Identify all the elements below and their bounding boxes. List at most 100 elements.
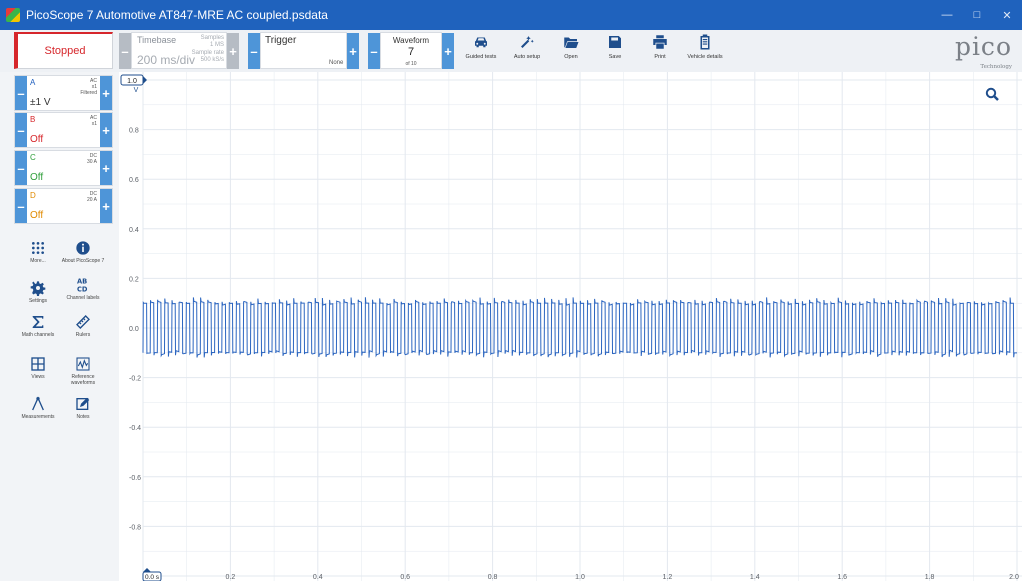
grid xyxy=(142,72,1022,581)
x-tick-label: 2.0 xyxy=(1009,574,1019,581)
car-icon xyxy=(475,37,487,48)
waveform-index: 7 xyxy=(407,46,415,58)
settings-button[interactable]: Settings xyxy=(14,280,62,304)
channel-d-increase-button[interactable]: + xyxy=(100,189,112,223)
measurements-icon xyxy=(32,396,44,411)
scope-view[interactable]: 0.8 0.6 0.4 0.2 0.0 -0.2 -0.4 -0.6 -0.8 0.2 0.4 0.… xyxy=(119,72,1022,581)
x-tick-label: 1.0 xyxy=(575,574,585,581)
info-icon xyxy=(76,241,90,255)
app-logo-icon xyxy=(6,8,20,22)
svg-text:CD: CD xyxy=(77,286,88,293)
gear-icon xyxy=(30,281,46,296)
channel-c-range: Off xyxy=(30,172,44,183)
grid-dots-icon xyxy=(32,242,44,254)
channel-c-decrease-button[interactable]: – xyxy=(15,151,27,185)
channel-d-coupling: DC 20 A xyxy=(86,191,97,203)
open-button[interactable]: Open xyxy=(549,33,593,67)
channel-b-increase-button[interactable]: + xyxy=(100,113,112,147)
logo-subtext: Technology xyxy=(980,64,1012,70)
reference-waveform-icon xyxy=(76,357,90,371)
sigma-icon xyxy=(32,316,44,328)
zoom-icon[interactable] xyxy=(985,87,999,101)
close-button[interactable]: ✕ xyxy=(1002,9,1012,22)
about-button[interactable]: About PicoScope 7 xyxy=(59,240,107,264)
math-channels-button[interactable]: Math channels xyxy=(14,314,62,338)
trigger-decrease-button[interactable]: – xyxy=(248,33,260,69)
timebase-label: Timebase xyxy=(137,35,177,45)
ruler-icon xyxy=(76,315,90,329)
save-icon xyxy=(609,36,621,48)
reference-waveforms-button[interactable]: Reference waveforms xyxy=(59,356,107,386)
printer-icon xyxy=(653,35,667,49)
channel-labels-button[interactable]: AB CD Channel labels xyxy=(59,277,107,301)
y-axis-badge[interactable]: 1.0 V xyxy=(120,74,147,94)
waveform-box[interactable]: Waveform 7 of 10 xyxy=(380,32,442,69)
auto-setup-label: Auto setup xyxy=(513,54,541,60)
channel-d-box[interactable]: – D DC 20 A Off + xyxy=(14,188,113,224)
channel-c-increase-button[interactable]: + xyxy=(100,151,112,185)
waveform-next-button[interactable]: + xyxy=(442,33,454,69)
waveform-previous-button[interactable]: – xyxy=(368,33,380,69)
waveform-label: Waveform xyxy=(392,36,430,45)
measurements-button[interactable]: Measurements xyxy=(14,396,62,420)
x-axis-badge[interactable]: 0.0 s xyxy=(142,568,162,581)
auto-setup-button[interactable]: Auto setup xyxy=(505,33,549,67)
minimize-button[interactable]: — xyxy=(941,9,953,21)
x-tick-label: 0.6 xyxy=(400,574,410,581)
print-label: Print xyxy=(654,54,666,60)
channel-b-letter: B xyxy=(30,115,36,124)
notes-button[interactable]: Notes xyxy=(59,396,107,420)
samples-value: 1 MS xyxy=(209,42,224,48)
y-axis-labels: 0.8 0.6 0.4 0.2 0.0 -0.2 -0.4 -0.6 -0.8 xyxy=(129,128,141,532)
x-axis-labels: 0.2 0.4 0.6 0.8 1.0 1.2 1.4 1.6 1.8 2.0 xyxy=(226,574,1019,581)
y-tick-label: -0.2 xyxy=(129,376,141,383)
rulers-button[interactable]: Rulers xyxy=(59,314,107,338)
views-button[interactable]: Views xyxy=(14,356,62,380)
channel-b-box[interactable]: – B AC x1 Off + xyxy=(14,112,113,148)
channel-b-decrease-button[interactable]: – xyxy=(15,113,27,147)
timebase-decrease-button[interactable]: – xyxy=(119,33,131,69)
run-stop-button[interactable]: Stopped xyxy=(14,32,113,69)
open-label: Open xyxy=(564,54,578,60)
y-tick-label: 0.2 xyxy=(129,276,139,283)
x-tick-label: 1.6 xyxy=(837,574,847,581)
trigger-label: Trigger xyxy=(265,35,297,46)
maximize-button[interactable]: □ xyxy=(973,9,981,21)
channel-c-box[interactable]: – C DC 30 A Off + xyxy=(14,150,113,186)
vehicle-details-button[interactable]: Vehicle details xyxy=(683,33,727,67)
channel-b-range: Off xyxy=(30,134,44,145)
channel-d-decrease-button[interactable]: – xyxy=(15,189,27,223)
folder-icon xyxy=(564,37,579,48)
more-button[interactable]: More... xyxy=(14,240,62,264)
timebase-increase-button[interactable]: + xyxy=(227,33,239,69)
logo-text: pico xyxy=(954,32,1012,61)
channel-a-increase-button[interactable]: + xyxy=(100,76,112,110)
guided-tests-button[interactable]: Guided tests xyxy=(459,33,503,67)
waveform-total: of 10 xyxy=(405,61,417,67)
waveform-chart[interactable]: 0.80.60.40.20.0-0.2-0.4-0.6-0.8 0.2 0.4 0.… xyxy=(119,72,1022,581)
channel-a-box[interactable]: – A AC x1 Filtered ±1 V + xyxy=(14,75,113,111)
x-tick-label: 0.2 xyxy=(226,574,236,581)
timebase-box[interactable]: Timebase 200 ms/div Samples 1 MS Sample … xyxy=(131,32,227,69)
sample-rate-label: Sample rate xyxy=(191,50,224,56)
window-title: PicoScope 7 Automotive AT847-MRE AC coup… xyxy=(26,8,328,22)
trigger-increase-button[interactable]: + xyxy=(347,33,359,69)
y-tick-label: -0.8 xyxy=(129,524,141,531)
channel-c-coupling: DC 30 A xyxy=(86,153,97,165)
save-button[interactable]: Save xyxy=(593,33,637,67)
print-button[interactable]: Print xyxy=(638,33,682,67)
views-icon xyxy=(31,357,45,371)
about-label: About PicoScope 7 xyxy=(61,258,105,264)
title-bar: PicoScope 7 Automotive AT847-MRE AC coup… xyxy=(0,0,1022,30)
y-tick-label: 0.8 xyxy=(129,128,139,135)
trigger-box[interactable]: Trigger None xyxy=(260,32,347,69)
math-channels-label: Math channels xyxy=(21,332,55,338)
x-tick-label: 1.4 xyxy=(750,574,760,581)
channel-a-decrease-button[interactable]: – xyxy=(15,76,27,110)
timebase-value: 200 ms/div xyxy=(137,53,196,67)
sample-rate-value: 500 kS/s xyxy=(200,57,224,63)
channel-a-letter: A xyxy=(30,78,36,87)
svg-text:1.0: 1.0 xyxy=(127,78,137,85)
